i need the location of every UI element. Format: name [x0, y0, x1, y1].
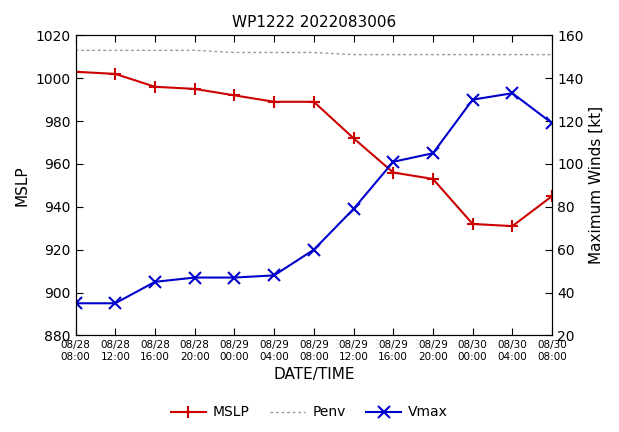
Penv	[111, 48, 119, 53]
MSLP	[429, 176, 436, 181]
MSLP	[509, 223, 516, 229]
Vmax	[310, 247, 318, 252]
Penv	[350, 52, 357, 57]
Y-axis label: Maximum Winds [kt]: Maximum Winds [kt]	[589, 106, 604, 264]
Penv	[191, 48, 199, 53]
MSLP	[191, 86, 199, 92]
Penv	[231, 50, 238, 55]
Y-axis label: MSLP: MSLP	[15, 165, 30, 206]
Vmax	[350, 206, 357, 212]
Vmax	[151, 279, 158, 284]
Penv	[389, 52, 397, 57]
Vmax	[389, 159, 397, 165]
Vmax	[509, 91, 516, 96]
Line: Penv: Penv	[76, 51, 552, 54]
MSLP	[271, 99, 278, 105]
MSLP	[72, 69, 79, 74]
Line: Vmax: Vmax	[70, 88, 558, 309]
Vmax	[548, 121, 556, 126]
MSLP	[389, 170, 397, 175]
Penv	[151, 48, 158, 53]
Title: WP1222 2022083006: WP1222 2022083006	[232, 15, 396, 30]
Penv	[469, 52, 477, 57]
Legend: MSLP, Penv, Vmax: MSLP, Penv, Vmax	[165, 400, 454, 425]
Line: MSLP: MSLP	[70, 66, 558, 232]
Penv	[271, 50, 278, 55]
Penv	[509, 52, 516, 57]
Penv	[429, 52, 436, 57]
MSLP	[111, 71, 119, 76]
Penv	[310, 50, 318, 55]
X-axis label: DATE/TIME: DATE/TIME	[273, 368, 355, 382]
Vmax	[271, 273, 278, 278]
MSLP	[350, 136, 357, 141]
Vmax	[429, 151, 436, 156]
Vmax	[469, 97, 477, 102]
MSLP	[548, 194, 556, 199]
Vmax	[72, 301, 79, 306]
MSLP	[469, 221, 477, 226]
MSLP	[231, 93, 238, 98]
MSLP	[151, 84, 158, 89]
MSLP	[310, 99, 318, 105]
Penv	[548, 52, 556, 57]
Penv	[72, 48, 79, 53]
Vmax	[231, 275, 238, 280]
Vmax	[111, 301, 119, 306]
Vmax	[191, 275, 199, 280]
